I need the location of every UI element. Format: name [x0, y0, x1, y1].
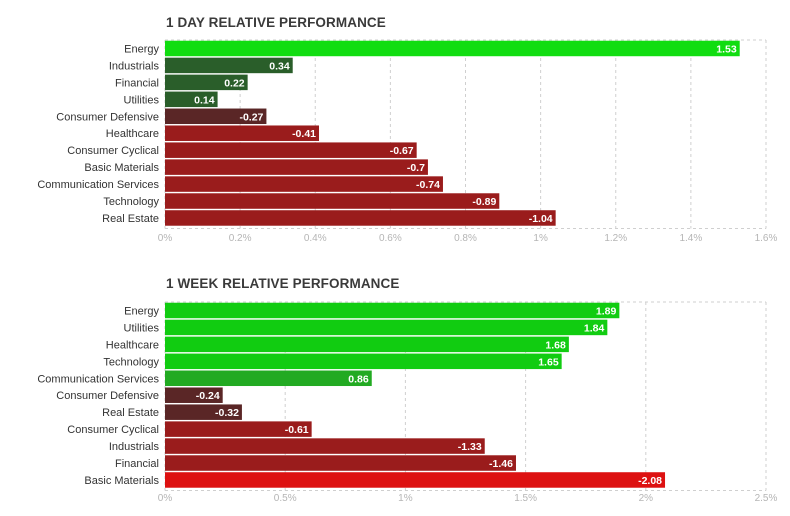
category-label: Utilities — [124, 322, 160, 334]
chart-1-day: 0% 0.2% 0.4% 0.6% 0.8% 1% 1.2% 1.4% 1.6% Energy 1.… — [37, 39, 778, 244]
bar — [165, 438, 485, 454]
bar — [165, 176, 443, 192]
x-tick-label: 0.5% — [274, 493, 297, 504]
category-label: Technology — [103, 356, 159, 368]
category-label: Industrials — [109, 60, 160, 72]
x-tick-label: 0% — [158, 233, 173, 244]
x-tick-label: 0% — [158, 493, 173, 504]
value-label: -2.08 — [638, 475, 662, 487]
category-label: Consumer Defensive — [56, 111, 159, 123]
x-tick-label: 0.2% — [229, 233, 252, 244]
bar — [165, 40, 740, 57]
chart-title-1-week: 1 WEEK RELATIVE PERFORMANCE — [166, 276, 400, 291]
value-label: -0.24 — [196, 390, 220, 402]
bar — [165, 74, 248, 91]
category-label: Consumer Cyclical — [67, 145, 159, 157]
x-tick-label: 0.6% — [379, 233, 402, 244]
bar — [165, 159, 428, 175]
value-label: -0.74 — [416, 179, 440, 191]
bar — [165, 421, 312, 437]
bar — [165, 91, 218, 108]
category-label: Real Estate — [102, 213, 159, 225]
bar — [165, 108, 267, 125]
x-tick-label: 2% — [639, 493, 654, 504]
value-label: -0.67 — [390, 145, 414, 157]
bar — [165, 353, 562, 370]
category-label: Technology — [103, 196, 159, 208]
x-tick-label: 1.6% — [755, 233, 778, 244]
x-tick-label: 1.5% — [514, 493, 537, 504]
value-label: 0.22 — [224, 77, 245, 89]
bar — [165, 302, 620, 319]
value-label: -0.27 — [239, 111, 263, 123]
category-label: Industrials — [109, 441, 160, 453]
category-label: Communication Services — [37, 179, 159, 191]
chart-1-week: 0% 0.5% 1% 1.5% 2% 2.5% Energy 1.89 Utilities 1.8… — [37, 301, 778, 504]
bar — [165, 370, 372, 387]
value-label: 1.53 — [716, 43, 737, 55]
bar — [165, 142, 417, 158]
bar — [165, 210, 556, 226]
value-label: -1.46 — [489, 458, 513, 470]
x-tick-label: 1% — [398, 493, 413, 504]
value-label: 0.86 — [348, 373, 369, 385]
value-label: 0.14 — [194, 94, 215, 106]
category-label: Real Estate — [102, 407, 159, 419]
category-label: Energy — [124, 43, 159, 55]
bar — [165, 336, 569, 353]
bar — [165, 472, 666, 488]
bar — [165, 319, 608, 336]
category-label: Consumer Cyclical — [67, 424, 159, 436]
category-label: Basic Materials — [84, 162, 159, 174]
chart-title-1-day: 1 DAY RELATIVE PERFORMANCE — [166, 15, 386, 30]
category-label: Consumer Defensive — [56, 390, 159, 402]
category-label: Healthcare — [106, 128, 159, 140]
value-label: -1.33 — [458, 441, 482, 453]
value-label: -0.32 — [215, 407, 239, 419]
category-label: Financial — [115, 77, 159, 89]
x-tick-label: 1.2% — [604, 233, 627, 244]
category-label: Healthcare — [106, 339, 159, 351]
bar — [165, 125, 320, 141]
bar — [165, 57, 293, 74]
value-label: -0.41 — [292, 128, 316, 140]
x-tick-label: 1.4% — [679, 233, 702, 244]
category-label: Utilities — [124, 94, 160, 106]
bar — [165, 404, 242, 420]
value-label: 1.68 — [545, 339, 566, 351]
value-label: 0.34 — [269, 60, 290, 72]
bar — [165, 193, 500, 209]
category-label: Energy — [124, 305, 159, 317]
bar — [165, 387, 223, 403]
value-label: -1.04 — [529, 213, 553, 225]
value-label: 1.65 — [538, 356, 559, 368]
value-label: 1.89 — [596, 305, 617, 317]
value-label: -0.61 — [285, 424, 309, 436]
bar — [165, 455, 516, 471]
x-tick-label: 2.5% — [755, 493, 778, 504]
x-tick-label: 0.8% — [454, 233, 477, 244]
value-label: 1.84 — [584, 322, 605, 334]
x-tick-label: 1% — [533, 233, 548, 244]
value-label: -0.7 — [407, 162, 425, 174]
x-tick-label: 0.4% — [304, 233, 327, 244]
value-label: -0.89 — [472, 196, 496, 208]
category-label: Financial — [115, 458, 159, 470]
category-label: Basic Materials — [84, 475, 159, 487]
category-label: Communication Services — [37, 373, 159, 385]
